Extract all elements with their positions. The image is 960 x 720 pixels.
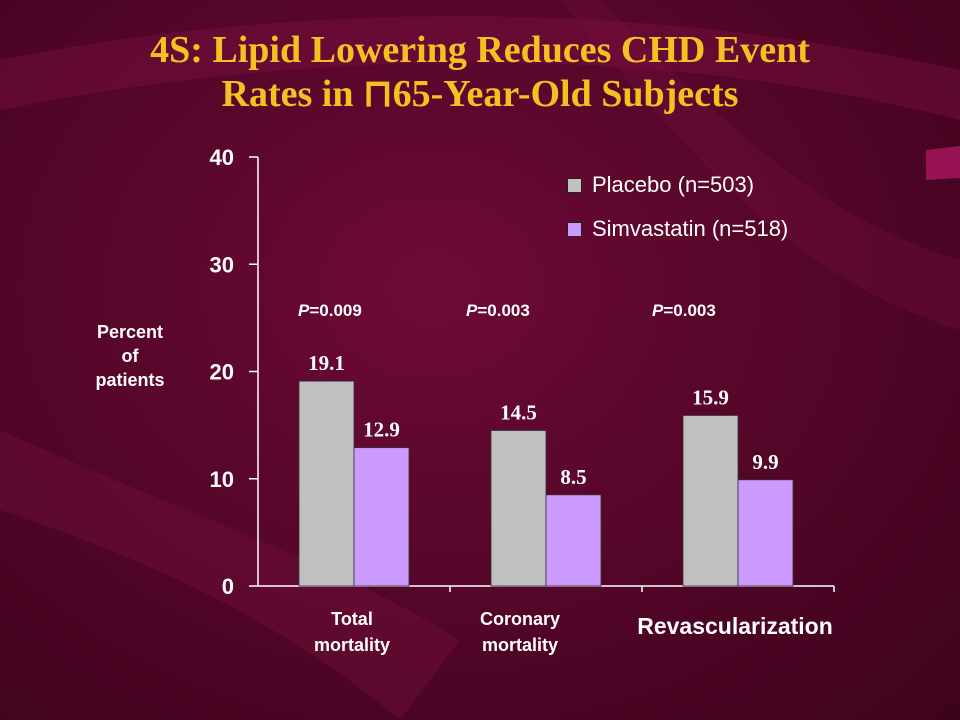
category-label-line: Total [331,609,373,629]
bar-simvastatin [353,447,410,587]
bar-value-label: 8.5 [560,465,586,489]
bar-simvastatin [737,479,794,587]
legend-swatch-simvastatin [567,221,582,237]
slide-title: 4S: Lipid Lowering Reduces CHD Event Rat… [20,28,940,116]
p-value-coronary-mortality: P=0.003 [466,301,530,321]
category-label-coronary-mortality: Coronary mortality [450,606,590,658]
y-tick-label: 20 [210,360,234,385]
legend-label-placebo: Placebo (n=503) [592,172,755,197]
p-value-text: =0.003 [663,301,716,320]
bar-value-label: 14.5 [500,400,537,424]
category-label-total-mortality: Total mortality [282,606,422,658]
p-symbol: P [466,301,478,320]
y-axis-label-line: patients [95,370,165,390]
bar-placebo [490,430,547,587]
title-line-2: Rates in ⊓65-Year-Old Subjects [221,73,739,115]
legend-item-simvastatin: Simvastatin (n=518) [567,216,788,242]
bar-value-label: 15.9 [692,385,729,409]
y-axis-label-line: of [121,346,139,366]
p-symbol: P [298,301,310,320]
category-label-line: Coronary [479,609,560,629]
bar-simvastatin [545,494,602,587]
legend-item-placebo: Placebo (n=503) [567,172,754,198]
y-tick-label: 30 [210,252,234,277]
legend-swatch-placebo [567,177,582,193]
p-symbol: P [652,301,664,320]
y-tick-label: 40 [210,145,234,170]
bar-placebo [298,380,355,587]
bar-placebo [682,415,739,587]
p-value-revascularization: P=0.003 [652,301,716,321]
y-axis-label-line: Percent [96,322,164,342]
category-label-line: Revascularization [637,613,833,639]
p-value-text: =0.003 [477,301,530,320]
category-label-revascularization: Revascularization [610,612,860,640]
p-value-total-mortality: P=0.009 [298,301,362,321]
category-label-line: mortality [313,635,391,655]
bar-value-label: 9.9 [752,450,778,474]
y-tick-label: 10 [210,467,234,492]
title-line-1: 4S: Lipid Lowering Reduces CHD Event [150,29,810,71]
p-value-text: =0.009 [309,301,362,320]
bar-value-label: 19.1 [308,351,345,375]
category-label-line: mortality [481,635,559,655]
y-tick-label: 0 [222,574,234,599]
y-axis-label: Percent of patients [70,320,190,392]
bar-value-label: 12.9 [363,418,400,442]
legend-label-simvastatin: Simvastatin (n=518) [592,216,789,241]
